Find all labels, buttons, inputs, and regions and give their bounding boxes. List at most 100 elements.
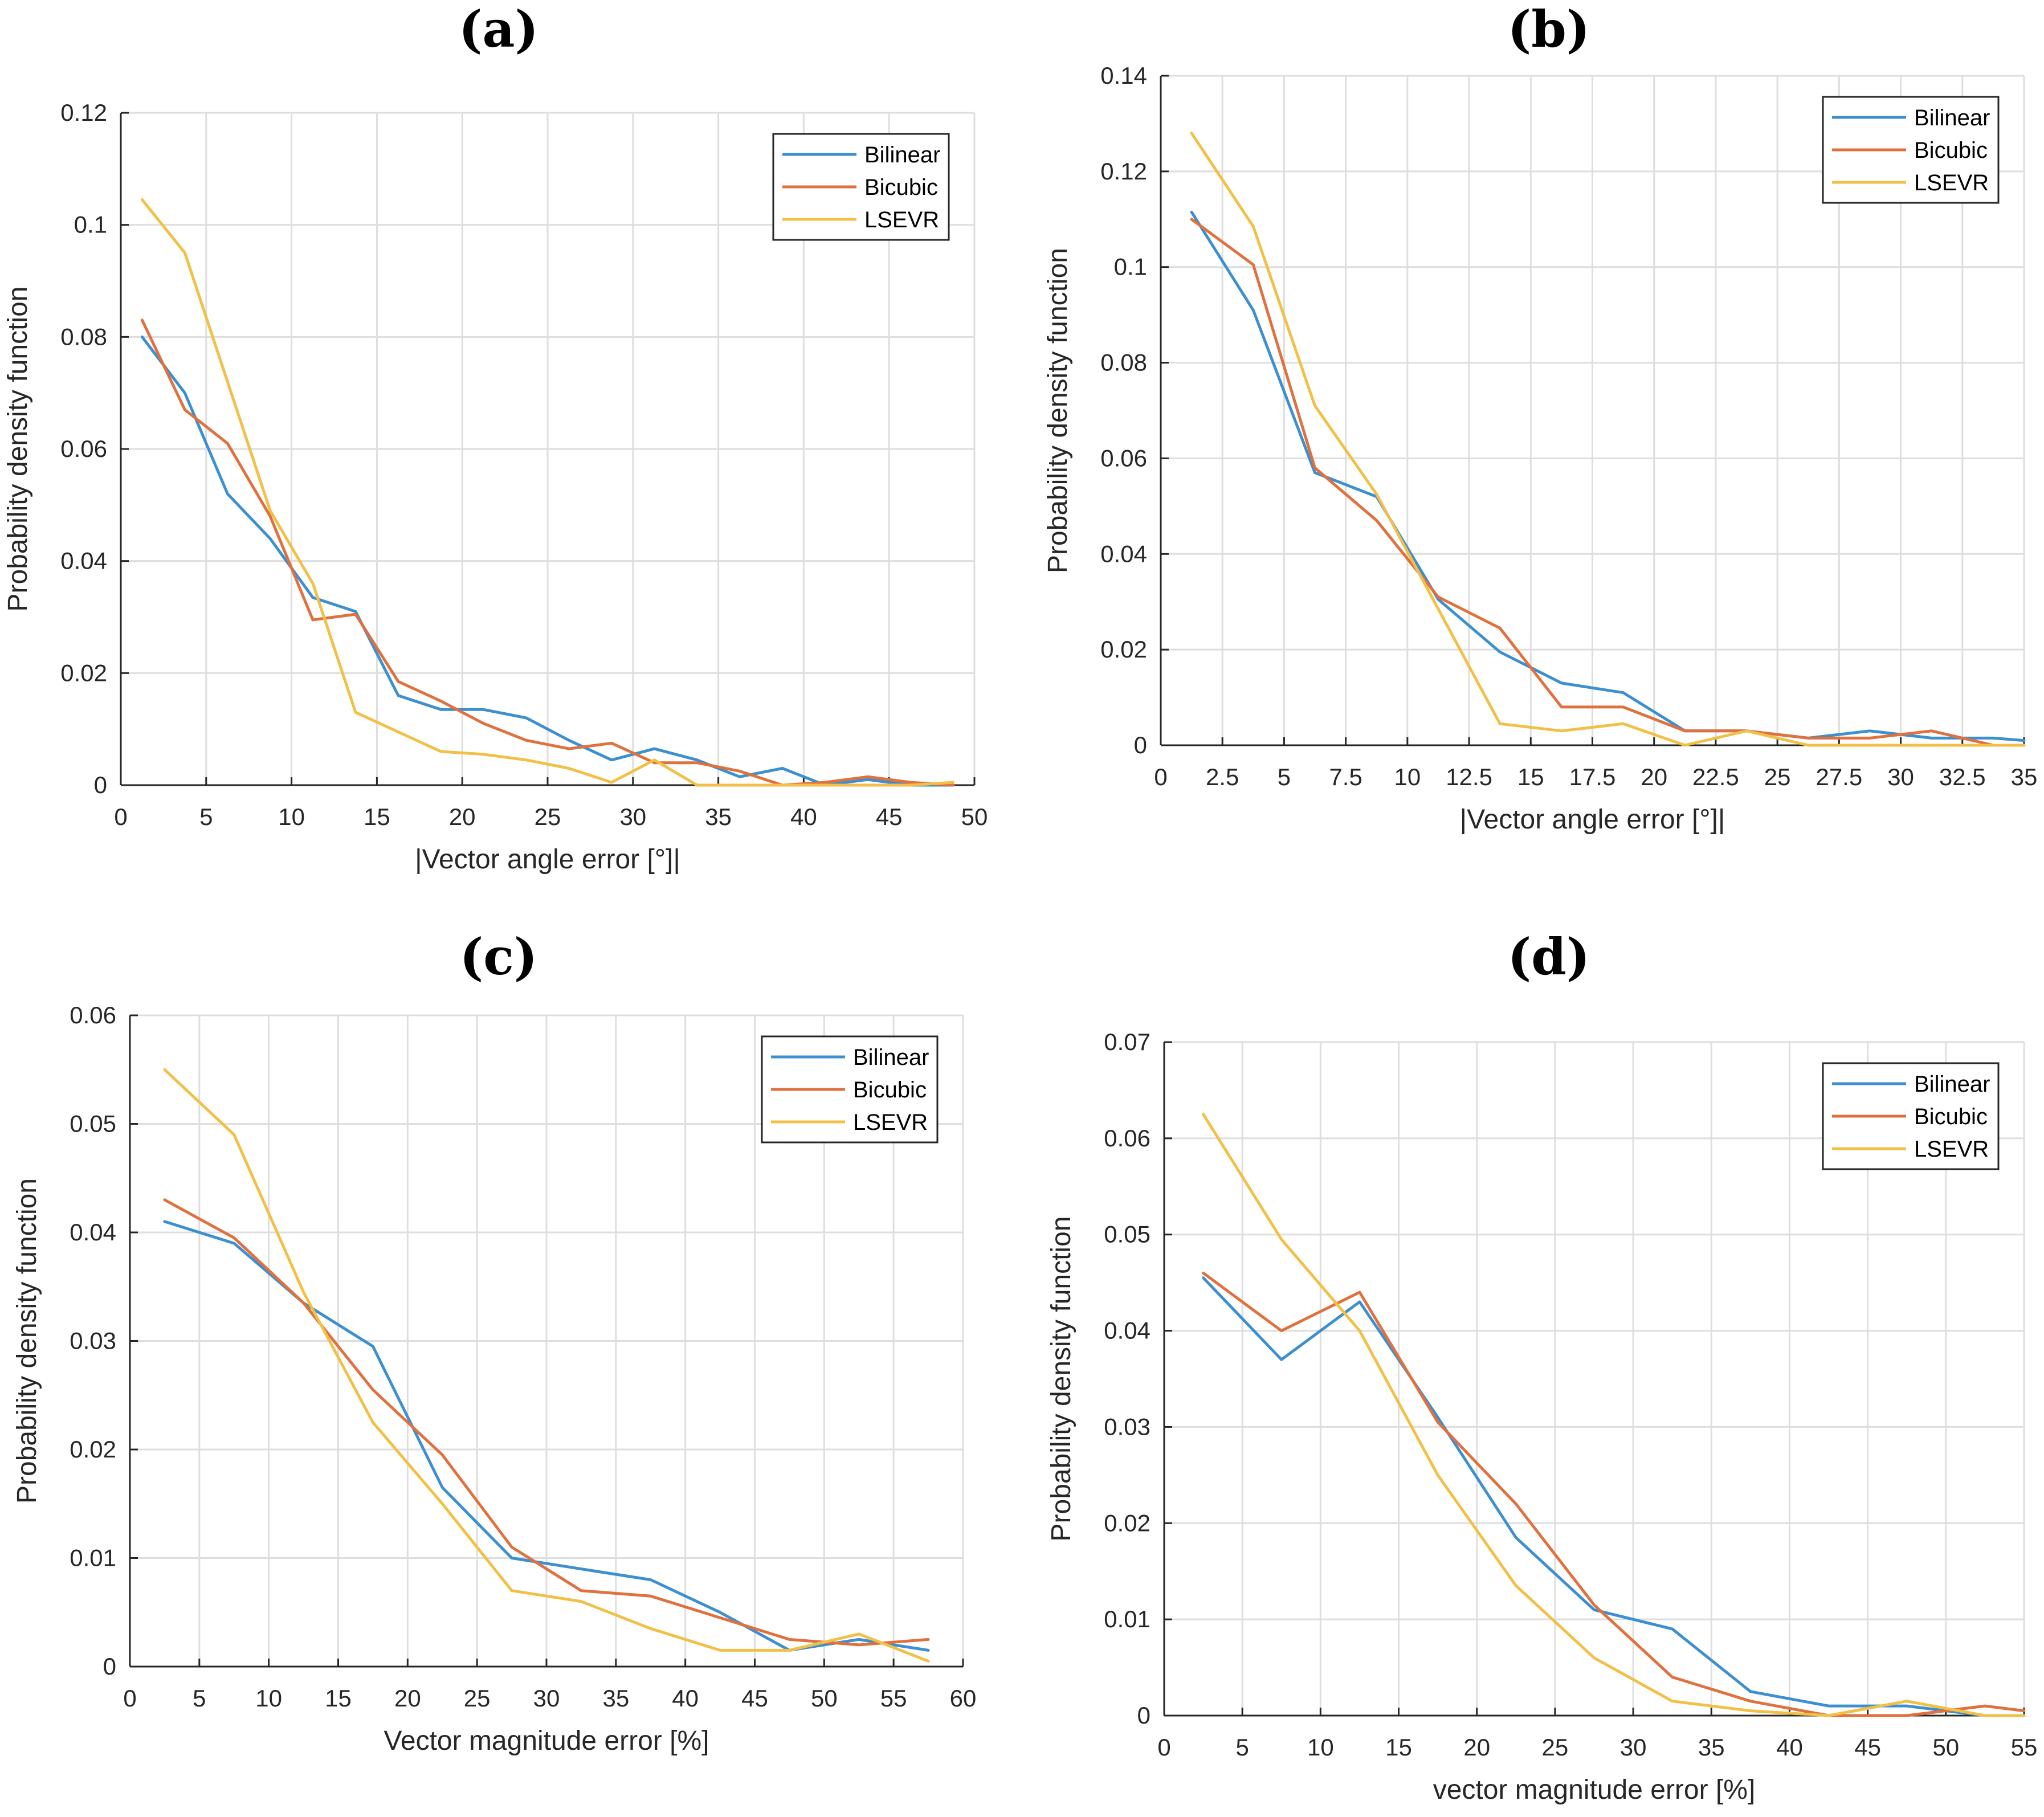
series-line-bicubic [1190,218,1995,747]
x-tick-label: 35 [1698,1734,1725,1761]
x-tick-label: 15 [325,1685,352,1712]
panel-label: (b) [1508,0,1590,59]
x-tick-label: 20 [1641,763,1667,790]
y-tick-label: 0.06 [70,1002,116,1028]
legend-label-lsevr: LSEVR [1914,170,1989,195]
y-tick-label: 0.04 [1104,1317,1150,1344]
legend: Bilinear Bicubic LSEVR [761,1035,939,1144]
legend-label-bicubic: Bicubic [853,1077,927,1103]
y-tick-label: 0.12 [1100,158,1147,185]
x-axis-label: |Vector angle error [°]| [1460,805,1725,835]
x-tick-label: 27.5 [1815,763,1862,790]
x-tick-label: 35 [602,1685,629,1712]
x-tick-label: 0 [1154,763,1167,790]
series-line-bicubic [1202,1271,2026,1717]
y-tick-label: 0.03 [70,1328,116,1354]
y-axis-label: Probability density function [1043,248,1073,573]
x-tick-label: 30 [619,803,646,830]
x-tick-label: 30 [1620,1734,1647,1761]
series-line-lsevr [163,1068,930,1663]
y-tick-label: 0.02 [60,659,107,686]
x-tick-label: 5 [1278,763,1291,790]
x-tick-label: 20 [394,1685,421,1712]
legend-label-lsevr: LSEVR [864,207,939,232]
series-line-lsevr [1190,132,2026,747]
y-tick-label: 0.06 [1100,444,1147,471]
legend-box [772,133,950,241]
x-tick-label: 35 [705,803,732,830]
x-axis-label: Vector magnitude error [%] [384,1726,709,1756]
y-axis-label: Probability density function [1046,1216,1076,1542]
series-line-lsevr [140,198,954,787]
x-tick-label: 40 [790,803,817,830]
x-tick-label: 50 [811,1685,838,1712]
legend: Bilinear Bicubic LSEVR [772,133,950,241]
y-tick-label: 0.01 [1104,1606,1150,1632]
x-tick-label: 30 [533,1685,560,1712]
x-tick-label: 7.5 [1329,763,1362,790]
legend-label-bilinear: Bilinear [1914,105,1990,130]
x-tick-label: 50 [961,803,988,830]
series-line-bilinear [1190,210,2026,742]
x-tick-label: 50 [1932,1734,1959,1761]
x-tick-label: 2.5 [1206,763,1239,790]
x-tick-label: 0 [114,803,127,830]
x-tick-label: 15 [1517,763,1544,790]
y-tick-label: 0.1 [74,211,107,238]
x-tick-label: 10 [1394,763,1421,790]
x-axis-label: |Vector angle error [°]| [415,844,680,875]
y-tick-label: 0.08 [1100,349,1147,376]
y-tick-label: 0 [1134,732,1147,758]
x-tick-label: 40 [672,1685,699,1712]
panel-label: (d) [1508,927,1590,986]
x-tick-label: 22.5 [1692,763,1739,790]
chart-panel-a: (a) 0 5 10 15 20 25 30 35 40 45 50 0 0.02 0.04 0.06 0.08… [3,0,988,875]
x-tick-label: 10 [1307,1734,1334,1761]
legend-label-bicubic: Bicubic [864,175,938,200]
x-tick-label: 5 [199,803,213,830]
y-tick-label: 0.07 [1104,1028,1150,1055]
x-tick-label: 60 [950,1685,977,1712]
x-tick-label: 25 [1542,1734,1569,1761]
series-line-bicubic [140,319,954,787]
y-axis-label: Probability density function [3,287,33,612]
y-tick-label: 0.06 [60,435,107,462]
legend-label-bicubic: Bicubic [1914,138,1988,163]
x-tick-label: 25 [1764,763,1791,790]
y-tick-label: 0.12 [60,99,107,126]
y-tick-label: 0.1 [1114,254,1147,280]
y-tick-label: 0.04 [1100,540,1147,567]
x-tick-label: 30 [1887,763,1914,790]
y-axis-label: Probability density function [12,1178,42,1504]
x-tick-label: 32.5 [1939,763,1986,790]
y-tick-label: 0.05 [1104,1221,1150,1248]
legend-label-bilinear: Bilinear [1914,1072,1990,1097]
chart-panel-c: (c) 0 5 10 15 20 25 30 35 40 45 50 55 60 0 0.01 0.02 0.03… [12,927,976,1756]
legend-label-bilinear: Bilinear [864,142,940,168]
x-tick-label: 55 [880,1685,907,1712]
chart-panel-d: (d) 0 5 10 15 20 25 30 35 40 45 50 55 0 0.01 0.02 0.03 0.… [1046,927,2037,1805]
x-tick-label: 45 [876,803,903,830]
y-tick-label: 0.02 [70,1436,116,1463]
x-tick-label: 20 [449,803,476,830]
y-tick-label: 0.04 [70,1219,116,1246]
y-tick-label: 0.03 [1104,1413,1150,1440]
x-tick-label: 5 [193,1685,206,1712]
legend-label-bilinear: Bilinear [853,1045,929,1070]
chart-panel-b: (b) 0 2.5 5 7.5 10 12.5 15 17.5 20 22.5 25 27.5 30 32.… [1043,0,2037,835]
panel-label: (a) [459,0,538,59]
x-tick-label: 5 [1236,1734,1249,1761]
y-tick-label: 0 [103,1653,116,1680]
legend: Bilinear Bicubic LSEVR [1822,1062,2000,1170]
y-tick-label: 0.05 [70,1110,116,1137]
series-line-lsevr [1202,1113,2026,1717]
y-tick-label: 0.08 [60,323,107,350]
x-tick-label: 55 [2011,1734,2038,1761]
x-tick-label: 10 [278,803,305,830]
x-tick-label: 45 [741,1685,768,1712]
legend-label-lsevr: LSEVR [1914,1137,1989,1162]
y-tick-label: 0.06 [1104,1125,1150,1152]
x-tick-label: 12.5 [1446,763,1492,790]
y-tick-label: 0.01 [70,1545,116,1571]
